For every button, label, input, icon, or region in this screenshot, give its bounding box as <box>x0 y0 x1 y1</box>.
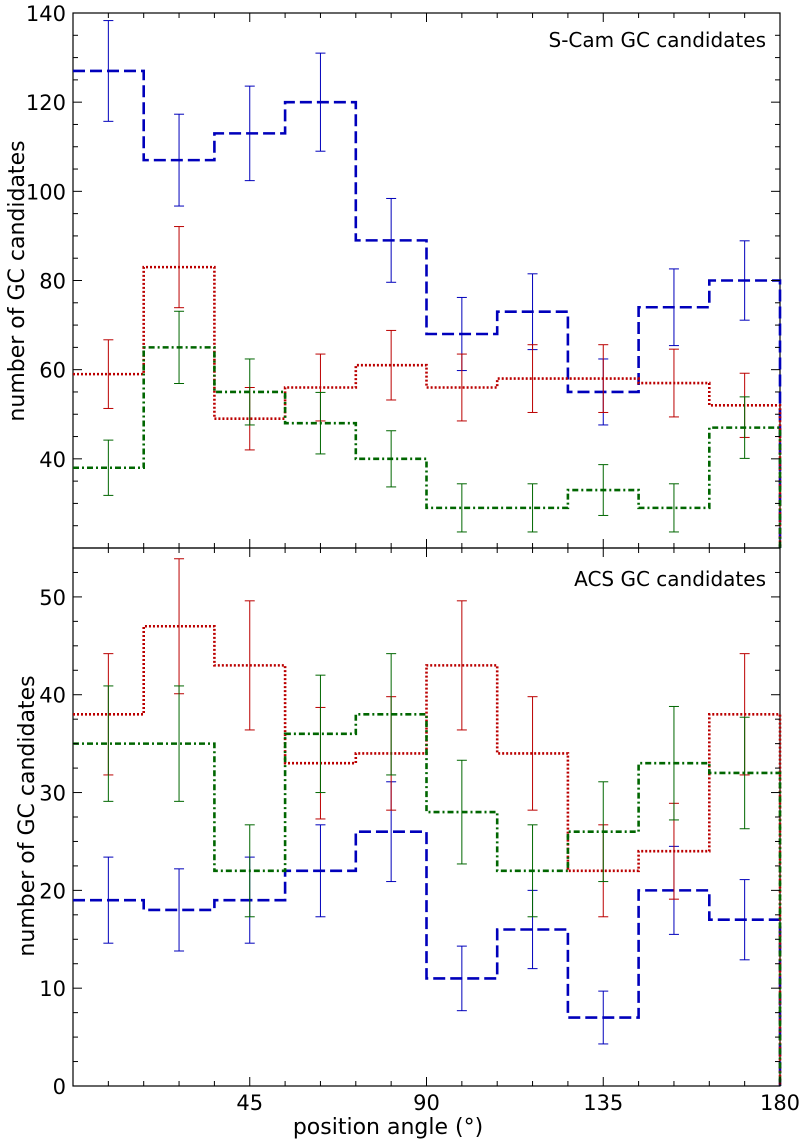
acs-blue-error-bar <box>456 945 467 1012</box>
scam-red-error-bar <box>174 226 185 309</box>
scam-blue-error-bar <box>739 240 750 321</box>
scam-y-axis-label: number of GC candidates <box>5 140 30 421</box>
acs-green-error-bar <box>315 674 326 794</box>
scam-y-tick-label: 140 <box>26 2 66 26</box>
scam-blue-error-bar <box>244 85 255 182</box>
acs-y-tick-label: 0 <box>53 1075 66 1099</box>
scam-green-error-bar <box>103 439 114 496</box>
scam-green-error-bar <box>668 483 679 533</box>
acs-red-error-bar <box>456 600 467 731</box>
scam-blue-error-bar <box>386 197 397 283</box>
scam-y-tick-label: 100 <box>26 180 66 204</box>
scam-blue-step-line <box>73 69 782 548</box>
acs-panel-title: ACS GC candidates <box>574 567 766 591</box>
acs-marks <box>73 558 782 1086</box>
acs-green-error-bar <box>527 824 538 918</box>
scam-red-error-bar <box>527 344 538 413</box>
scam-blue-error-bar <box>103 20 114 122</box>
x-axis-label: position angle (°) <box>293 1115 483 1139</box>
acs-red-error-bar <box>244 600 255 731</box>
acs-y-tick-label: 30 <box>39 782 66 806</box>
scam-green-step-line <box>73 346 782 548</box>
scam-red-step-line <box>73 265 782 548</box>
scam-red-error-bar <box>598 344 609 413</box>
scam-red-error-bar <box>386 329 397 401</box>
acs-green-error-bar <box>103 685 114 802</box>
scam-panel: 40 60 80 100 120 140 S-Cam GC candidates numb… <box>5 2 782 549</box>
acs-blue-error-bar <box>174 868 185 952</box>
scam-y-tick-label: 40 <box>39 448 66 472</box>
acs-blue-error-bar <box>103 856 114 944</box>
acs-green-error-bar <box>174 685 185 802</box>
scam-y-tick-label: 120 <box>26 91 66 115</box>
scam-green-error-bar <box>456 483 467 533</box>
acs-red-error-bar <box>527 696 538 811</box>
acs-y-tick-label: 20 <box>39 879 66 903</box>
scam-green-error-bar <box>174 310 185 384</box>
acs-green-error-bar <box>386 653 397 776</box>
scam-blue-error-bar <box>668 268 679 347</box>
acs-green-error-bar <box>456 759 467 865</box>
scam-green-error-bar <box>386 430 397 488</box>
scam-y-tick-label: 60 <box>39 359 66 383</box>
scam-red-error-bar <box>103 339 114 409</box>
scam-y-tick-label: 80 <box>39 270 66 294</box>
acs-y-tick-label: 40 <box>39 684 66 708</box>
acs-y-axis-label: number of GC candidates <box>15 675 40 956</box>
scam-blue-error-bar <box>174 113 185 207</box>
scam-red-error-bar <box>456 353 467 422</box>
acs-y-tick-label: 50 <box>39 586 66 610</box>
scam-panel-title: S-Cam GC candidates <box>549 28 767 52</box>
acs-green-error-bar <box>668 705 679 821</box>
scam-green-error-bar <box>527 483 538 533</box>
scam-green-error-bar <box>739 396 750 459</box>
scam-green-error-bar <box>244 358 255 426</box>
acs-blue-error-bar <box>739 879 750 961</box>
acs-blue-error-bar <box>315 824 326 918</box>
acs-red-step-line <box>73 624 782 1086</box>
scam-green-error-bar <box>598 464 609 516</box>
acs-green-error-bar <box>739 716 750 830</box>
x-tick-label: 90 <box>413 1091 440 1115</box>
x-tick-label: 180 <box>760 1091 800 1115</box>
acs-blue-step-line <box>73 830 782 1086</box>
acs-ticks: 0 10 20 30 40 50 45 90 135 180 <box>39 547 800 1115</box>
x-tick-label: 45 <box>236 1091 263 1115</box>
acs-y-tick-label: 10 <box>39 977 66 1001</box>
scam-ticks: 40 60 80 100 120 140 <box>26 2 781 549</box>
acs-green-error-bar <box>244 824 255 918</box>
acs-green-error-bar <box>598 781 609 883</box>
scam-red-error-bar <box>668 348 679 418</box>
scam-blue-error-bar <box>315 52 326 152</box>
scam-marks <box>73 20 782 548</box>
acs-blue-error-bar <box>598 990 609 1045</box>
x-tick-label: 135 <box>583 1091 623 1115</box>
scam-green-error-bar <box>315 391 326 455</box>
